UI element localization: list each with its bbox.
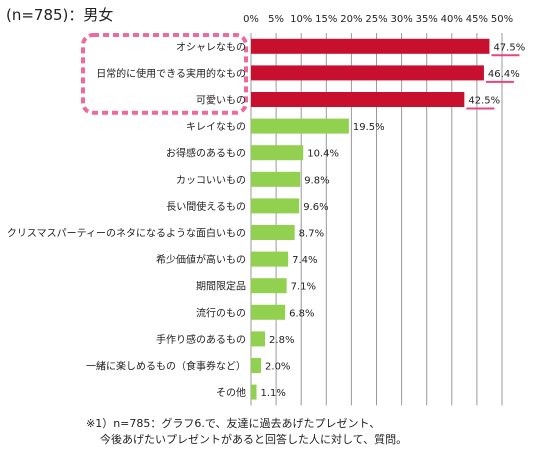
x-tick-label: 30% (390, 14, 412, 25)
bar (251, 384, 257, 400)
data-label: 1.1% (261, 388, 286, 399)
data-label: 6.8% (289, 308, 314, 319)
data-label: 19.5% (353, 122, 385, 133)
category-label: クリスマスパーティーのネタになるような面白いもの (7, 227, 246, 240)
bar (251, 304, 286, 320)
bar (251, 171, 301, 187)
x-tick-label: 0% (243, 14, 259, 25)
category-label: オシャレなもの (176, 41, 246, 53)
x-tick-label: 35% (416, 14, 438, 25)
data-label: 9.6% (303, 202, 328, 213)
category-label: 一緒に楽しめるもの（食事券など） (86, 360, 246, 373)
bar (251, 92, 465, 107)
category-label: お得感のあるもの (166, 147, 246, 160)
data-label: 10.4% (307, 149, 339, 160)
x-tick-label: 15% (315, 14, 337, 25)
category-label: キレイなもの (186, 121, 246, 133)
x-tick-label: 10% (290, 14, 312, 25)
data-label: 7.4% (292, 255, 317, 266)
highlight-frame (81, 33, 248, 115)
data-label: 42.5% (468, 96, 500, 107)
x-tick-label: 25% (365, 14, 387, 25)
category-label: 長い間使えるもの (166, 200, 246, 213)
category-label: カッコいいもの (176, 174, 246, 186)
x-tick-label: 50% (491, 14, 513, 25)
bar (251, 38, 490, 54)
data-label: 9.8% (304, 175, 329, 186)
bar (251, 145, 304, 161)
bar (251, 225, 295, 240)
footnote-line-2: 今後あげたいプレゼントがあると回答した人に対して、質問。 (100, 433, 408, 446)
footnote-line-1: ※1）n=785：グラフ6.で、友達に過去あげたプレゼント、 (86, 417, 381, 430)
bar (251, 198, 300, 214)
data-label: 46.4% (488, 69, 520, 80)
x-tick-label: 20% (340, 14, 362, 25)
bar (251, 278, 287, 294)
data-label: 7.1% (291, 282, 316, 293)
x-tick-label: 45% (466, 14, 488, 25)
x-tick-label: 5% (268, 14, 284, 25)
sample-size-label: (n=785)：男女 (6, 6, 114, 24)
x-tick-label: 40% (441, 14, 463, 25)
bar (251, 331, 266, 347)
data-label: 8.7% (299, 229, 324, 240)
category-label: 手作り感のあるもの (156, 333, 246, 346)
bar (251, 118, 349, 134)
bar (251, 358, 262, 373)
data-label: 47.5% (493, 42, 525, 53)
bar (251, 251, 289, 267)
category-label: 可愛いもの (196, 94, 246, 107)
bar (251, 65, 484, 81)
footnote: ※1）n=785：グラフ6.で、友達に過去あげたプレゼント、 今後あげたいプレゼ… (86, 416, 407, 448)
category-label: 日常的に使用できる実用的なもの (96, 67, 246, 80)
data-label: 2.0% (265, 362, 290, 373)
category-label: 期間限定品 (196, 280, 246, 293)
category-label: その他 (216, 386, 246, 399)
data-label: 2.8% (269, 335, 294, 346)
category-label: 流行のもの (196, 306, 246, 319)
category-label: 希少価値が高いもの (156, 253, 246, 266)
